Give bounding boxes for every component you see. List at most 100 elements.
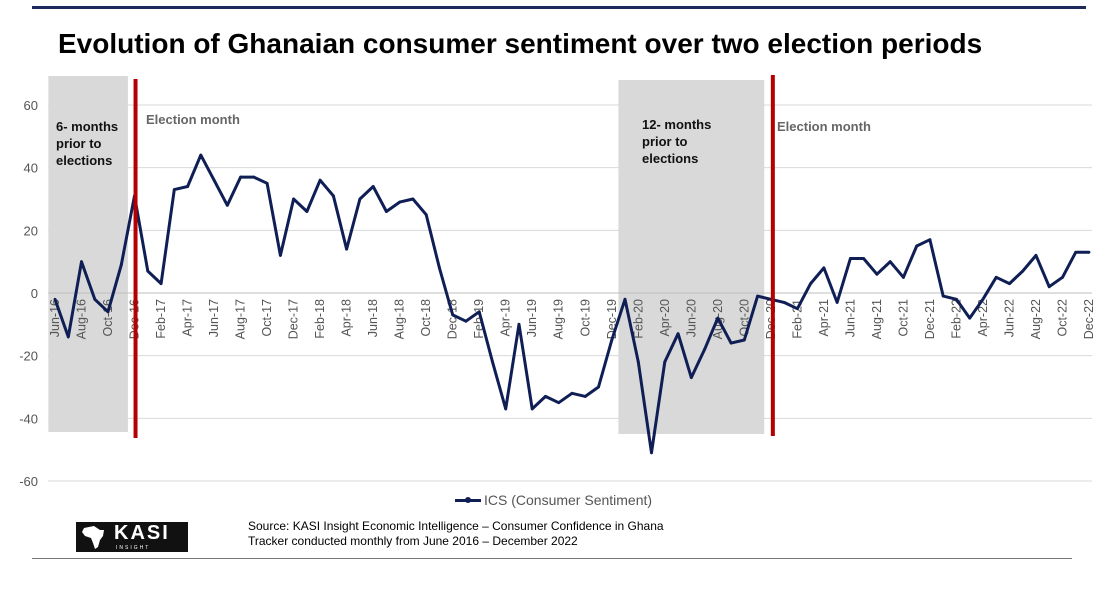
ics-point	[477, 310, 481, 314]
ics-point	[491, 360, 494, 364]
ics-point	[862, 257, 866, 260]
gridlines	[48, 104, 1092, 482]
ics-point	[544, 395, 547, 398]
logo-text: KASI	[114, 522, 170, 544]
x-tick-label: Oct-21	[896, 299, 910, 337]
ics-point	[358, 197, 362, 201]
africa-icon	[82, 526, 104, 549]
x-tick-label: Aug-19	[552, 299, 566, 339]
x-tick-label: Oct-22	[1055, 299, 1069, 337]
ics-point	[1061, 275, 1064, 279]
x-tick-label: Feb-18	[313, 299, 327, 339]
x-tick-label: Jun-22	[1002, 299, 1016, 337]
ics-point	[504, 407, 508, 411]
x-tick-label: Feb-17	[154, 299, 168, 339]
ics-point	[305, 210, 309, 213]
ics-point	[663, 360, 667, 364]
ics-point	[93, 297, 97, 301]
x-tick-label: Feb-22	[949, 299, 963, 339]
shade-label-1: prior to	[56, 136, 102, 151]
ics-point	[106, 310, 110, 314]
ics-point	[1087, 250, 1091, 254]
source-note: Source: KASI Insight Economic Intelligen…	[248, 519, 664, 549]
ics-point	[689, 376, 693, 379]
y-tick-label: 20	[24, 223, 38, 238]
ics-point	[252, 175, 256, 179]
x-tick-label: Jun-20	[684, 299, 698, 337]
ics-point	[809, 282, 813, 285]
legend-swatch	[455, 496, 481, 503]
shade-label-1: 6- months	[56, 119, 118, 134]
ics-point	[1047, 285, 1051, 289]
x-tick-label: Aug-16	[75, 299, 89, 339]
x-tick-label: Jun-21	[843, 299, 857, 337]
ics-point	[557, 401, 561, 405]
ics-point	[159, 282, 163, 285]
x-tick-label: Jun-16	[48, 299, 62, 337]
ics-point	[398, 200, 402, 204]
election-markers	[133, 75, 775, 438]
ics-point	[994, 275, 998, 279]
annotations: 6- months prior to elections 12- months prio…	[56, 112, 871, 168]
ics-point	[835, 301, 839, 304]
legend: ICS (Consumer Sentiment)	[455, 492, 652, 508]
ics-point	[570, 391, 574, 395]
bottom-rule	[32, 558, 1072, 559]
shade-label-2: prior to	[642, 134, 688, 149]
ics-point	[848, 257, 852, 260]
y-axis-ticks: -60 -40 -20 0 20 40 60	[19, 98, 38, 489]
ics-point	[1008, 282, 1011, 285]
ics-point	[636, 360, 640, 364]
ics-point	[650, 451, 653, 455]
x-tick-label: Feb-21	[790, 299, 804, 339]
y-tick-label: 0	[31, 286, 38, 301]
shaded-period-1	[48, 76, 128, 432]
y-tick-label: -40	[19, 411, 38, 426]
y-tick-label: -20	[19, 349, 38, 364]
ics-point	[676, 332, 680, 336]
kasi-logo	[76, 522, 188, 552]
x-tick-label: Dec-17	[287, 299, 301, 339]
x-tick-label: Apr-18	[340, 299, 354, 337]
ics-point	[583, 395, 587, 398]
x-axis-ticks: Jun-16Aug-16Oct-16Dec-16Feb-17Apr-17Jun-…	[48, 299, 1096, 339]
x-tick-label: Aug-18	[393, 299, 407, 339]
x-tick-label: Oct-18	[419, 299, 433, 337]
ics-point	[941, 294, 945, 298]
ics-point	[225, 203, 229, 207]
ics-point	[1074, 250, 1078, 254]
shaded-periods	[48, 76, 765, 434]
y-tick-label: 60	[24, 98, 38, 113]
shade-label-2: elections	[642, 151, 698, 166]
ics-point	[278, 254, 282, 257]
ics-point	[80, 260, 83, 264]
source-line-1: Source: KASI Insight Economic Intelligen…	[248, 519, 664, 533]
ics-point	[318, 178, 322, 182]
x-tick-label: Apr-22	[976, 299, 990, 337]
ics-series	[53, 153, 1091, 455]
x-tick-label: Jun-19	[525, 299, 539, 337]
ics-point	[331, 194, 335, 198]
ics-point	[795, 307, 799, 311]
ics-point	[438, 266, 441, 270]
ics-point	[385, 210, 388, 213]
election-label-1: Election month	[146, 112, 240, 127]
ics-point	[66, 335, 70, 339]
ics-point	[186, 185, 189, 188]
ics-point	[292, 197, 296, 201]
ics-point	[623, 297, 627, 301]
ics-point	[955, 297, 958, 301]
ics-point	[530, 407, 534, 411]
ics-point	[610, 338, 614, 342]
ics-point	[782, 301, 786, 304]
ics-point	[716, 316, 720, 320]
ics-point	[981, 297, 985, 301]
x-tick-label: Feb-20	[631, 299, 645, 339]
ics-point	[199, 153, 203, 157]
x-tick-label: Oct-17	[260, 299, 274, 337]
ics-point	[119, 263, 123, 267]
x-tick-label: Dec-22	[1082, 299, 1096, 339]
x-tick-label: Aug-17	[234, 299, 248, 339]
ics-point	[703, 348, 706, 351]
y-tick-label: -60	[19, 474, 38, 489]
